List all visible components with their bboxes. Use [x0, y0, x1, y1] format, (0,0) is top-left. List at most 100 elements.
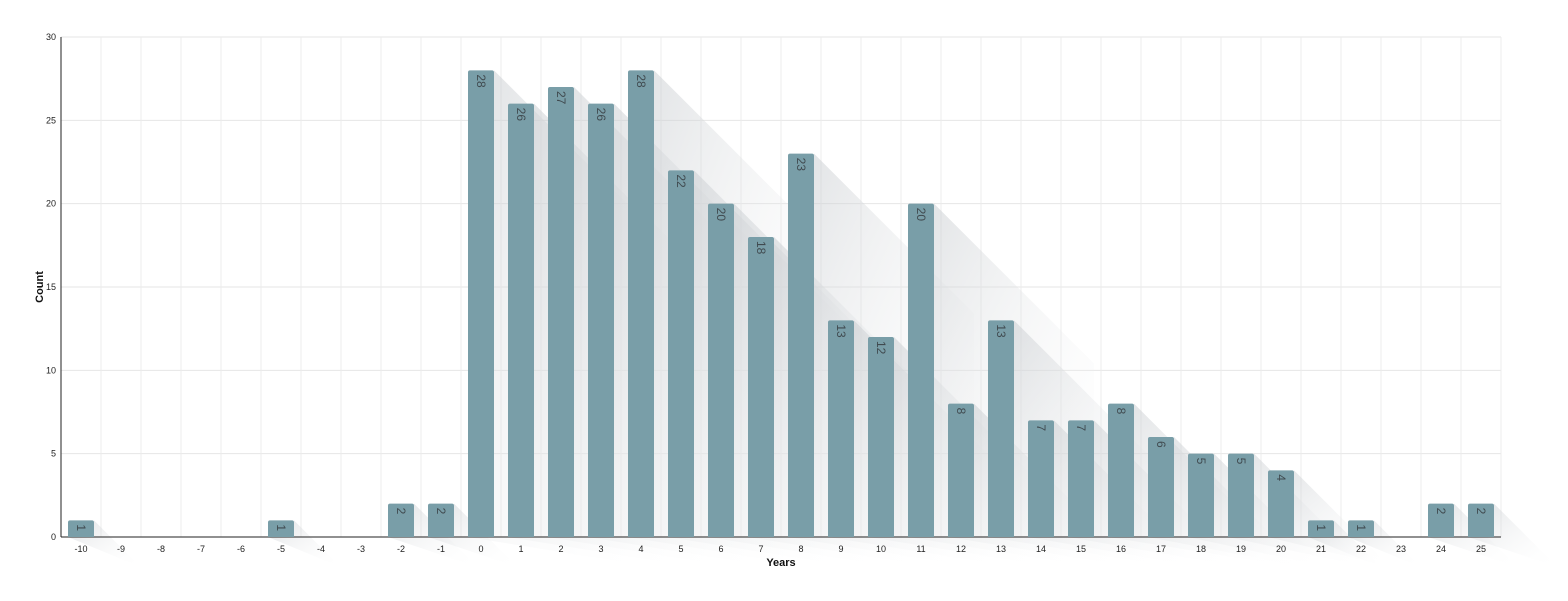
bar: [1348, 520, 1374, 537]
bar-value-label: 28: [474, 74, 488, 88]
x-tick-label: 7: [758, 544, 763, 554]
x-tick-label: 6: [718, 544, 723, 554]
bar: [948, 403, 974, 537]
x-tick-label: 18: [1196, 544, 1206, 554]
bar: [988, 320, 1014, 537]
bar-value-label: 6: [1154, 441, 1168, 448]
x-tick-label: 24: [1436, 544, 1446, 554]
bar: [1148, 437, 1174, 537]
x-tick-label: -4: [317, 544, 325, 554]
bar-value-label: 18: [754, 241, 768, 255]
bar-shadow: [68, 520, 141, 567]
x-tick-label: 13: [996, 544, 1006, 554]
bar-shadow: [1268, 470, 1391, 567]
bar: [1068, 420, 1094, 537]
y-tick-label: 20: [46, 199, 56, 209]
y-tick-label: 25: [46, 115, 56, 125]
bar-value-label: 26: [594, 108, 608, 122]
bar: [548, 87, 574, 537]
x-tick-label: 0: [478, 544, 483, 554]
x-tick-label: -10: [74, 544, 87, 554]
bar-shadow: [1348, 520, 1421, 567]
bar: [468, 70, 494, 537]
bar-value-label: 8: [954, 408, 968, 415]
x-tick-label: 12: [956, 544, 966, 554]
y-tick-label: 10: [46, 365, 56, 375]
bar: [1028, 420, 1054, 537]
bar: [828, 320, 854, 537]
bar: [1228, 453, 1254, 537]
bar: [68, 520, 94, 537]
bar: [1308, 520, 1334, 537]
bar-value-label: 5: [1234, 458, 1248, 465]
bar-value-label: 4: [1274, 474, 1288, 481]
bars: [68, 70, 1494, 538]
bar: [1268, 470, 1294, 537]
bar-value-label: 23: [794, 158, 808, 172]
x-tick-label: 15: [1076, 544, 1086, 554]
x-tick-label: 1: [518, 544, 523, 554]
bar-value-label: 7: [1074, 424, 1088, 431]
x-tick-label: 14: [1036, 544, 1046, 554]
bar-value-label: 8: [1114, 408, 1128, 415]
bar-value-label: 1: [1314, 524, 1328, 531]
bar-value-label: 20: [914, 208, 928, 222]
y-tick-labels: 0 5 10 15 20 25 30: [46, 32, 56, 542]
bar: [788, 153, 814, 537]
bar-value-label: 1: [74, 524, 88, 531]
bar-value-label: 2: [1474, 508, 1488, 515]
x-tick-label: 11: [916, 544, 925, 554]
x-tick-label: -8: [157, 544, 165, 554]
x-tick-label: 5: [678, 544, 683, 554]
x-tick-label: -2: [397, 544, 405, 554]
x-tick-label: 20: [1276, 544, 1286, 554]
bar: [628, 70, 654, 537]
bar-value-label: 26: [514, 108, 528, 122]
bar-value-label: 13: [994, 324, 1008, 338]
bar-shadow: [268, 520, 341, 567]
bar-value-label: 20: [714, 208, 728, 222]
bar-value-label: 22: [674, 174, 688, 188]
x-tick-label: 25: [1476, 544, 1486, 554]
bar-shadow: [1468, 503, 1558, 567]
x-tick-label: 19: [1236, 544, 1246, 554]
x-tick-label: -3: [357, 544, 365, 554]
bar-value-label: 7: [1034, 424, 1048, 431]
x-tick-label: -1: [437, 544, 445, 554]
y-tick-label: 5: [51, 449, 56, 459]
bar: [508, 103, 534, 538]
bar-shadow: [1308, 520, 1381, 567]
bar: [1188, 453, 1214, 537]
bar: [1428, 503, 1454, 537]
bar: [868, 337, 894, 537]
bar: [388, 503, 414, 537]
bar-value-label: 2: [1434, 508, 1448, 515]
x-axis-title: Years: [766, 557, 795, 569]
x-tick-label: -6: [237, 544, 245, 554]
x-tick-label: 9: [838, 544, 843, 554]
bar-value-label: 12: [874, 341, 888, 355]
x-tick-label: 23: [1396, 544, 1406, 554]
y-tick-label: 30: [46, 32, 56, 42]
bar: [1468, 503, 1494, 537]
bar-value-label: 1: [274, 524, 288, 531]
y-tick-label: 0: [51, 532, 56, 542]
bar: [708, 203, 734, 537]
x-tick-label: -9: [117, 544, 125, 554]
bar-value-label: 27: [554, 91, 568, 105]
x-tick-label: 17: [1156, 544, 1166, 554]
x-tick-label: 8: [798, 544, 803, 554]
x-tick-label: 16: [1116, 544, 1126, 554]
x-tick-label: -5: [277, 544, 285, 554]
y-tick-label: 15: [46, 282, 56, 292]
bar-value-label: 13: [834, 324, 848, 338]
x-tick-label: 10: [876, 544, 886, 554]
x-tick-label: 3: [598, 544, 603, 554]
x-tick-label: 4: [638, 544, 643, 554]
bar-value-label: 1: [1354, 524, 1368, 531]
x-tick-label: -7: [197, 544, 205, 554]
x-tick-label: 21: [1316, 544, 1326, 554]
